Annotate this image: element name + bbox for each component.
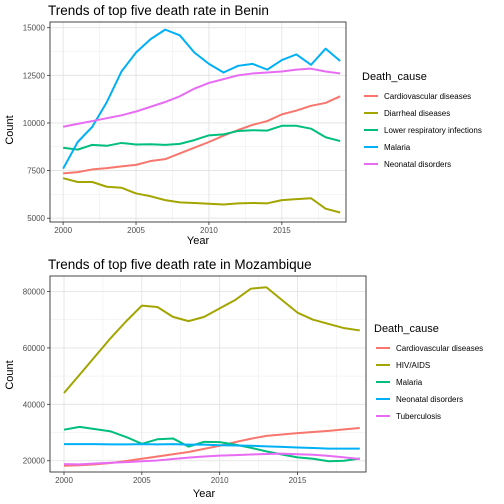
legend-label: Cardiovascular diseases <box>384 92 471 101</box>
x-tick-label: 2000 <box>54 226 72 235</box>
legend-label: Tuberculosis <box>396 412 441 421</box>
legend-label: Neonatal disorders <box>396 395 463 404</box>
legend-title: Death_cause <box>362 71 427 83</box>
series-line <box>64 443 360 450</box>
y-tick-label: 40000 <box>23 400 46 409</box>
plot-background <box>50 276 366 472</box>
legend-label: HIV/AIDS <box>396 361 430 370</box>
series-line <box>62 28 341 170</box>
y-tick-label: 12500 <box>23 71 46 80</box>
legend-label: Lower respiratory infections <box>384 126 482 135</box>
mozambique-chart: Trends of top five death rate in Mozambi… <box>4 257 483 500</box>
legend-title: Death_cause <box>374 323 439 335</box>
series-line <box>63 452 360 466</box>
y-tick-label: 7500 <box>27 167 45 176</box>
y-axis-title: Count <box>4 360 16 389</box>
y-axis-title: Count <box>4 115 16 144</box>
x-tick-label: 2000 <box>55 476 73 485</box>
x-tick-label: 2015 <box>273 226 291 235</box>
legend-label: Malaria <box>396 378 423 387</box>
series-line <box>62 67 341 128</box>
x-tick-label: 2015 <box>289 476 307 485</box>
plot-border <box>49 275 367 473</box>
plot-border <box>49 21 347 223</box>
chart-title: Trends of top five death rate in Mozambi… <box>48 257 312 272</box>
y-tick-label: 60000 <box>23 344 46 353</box>
series-line <box>63 95 341 175</box>
x-tick-label: 2010 <box>211 476 229 485</box>
legend-label: Neonatal disorders <box>384 160 451 169</box>
x-tick-label: 2005 <box>127 226 145 235</box>
x-tick-label: 2005 <box>133 476 151 485</box>
series-line <box>63 286 360 394</box>
series-line <box>63 425 360 463</box>
legend-label: Cardiovascular diseases <box>396 344 483 353</box>
series-line <box>62 124 341 151</box>
x-axis-title: Year <box>187 235 210 247</box>
y-tick-label: 15000 <box>23 24 46 33</box>
y-tick-label: 10000 <box>23 119 46 128</box>
legend-label: Malaria <box>384 143 411 152</box>
x-tick-label: 2010 <box>200 226 218 235</box>
y-tick-label: 80000 <box>23 288 46 297</box>
series-line <box>62 177 341 214</box>
x-axis-title: Year <box>193 488 216 500</box>
y-tick-label: 20000 <box>23 457 46 466</box>
benin-chart: Trends of top five death rate in Benin Y… <box>4 3 482 247</box>
y-tick-label: 5000 <box>27 214 45 223</box>
legend-label: Diarrheal diseases <box>384 109 450 118</box>
chart-title: Trends of top five death rate in Benin <box>48 3 269 18</box>
